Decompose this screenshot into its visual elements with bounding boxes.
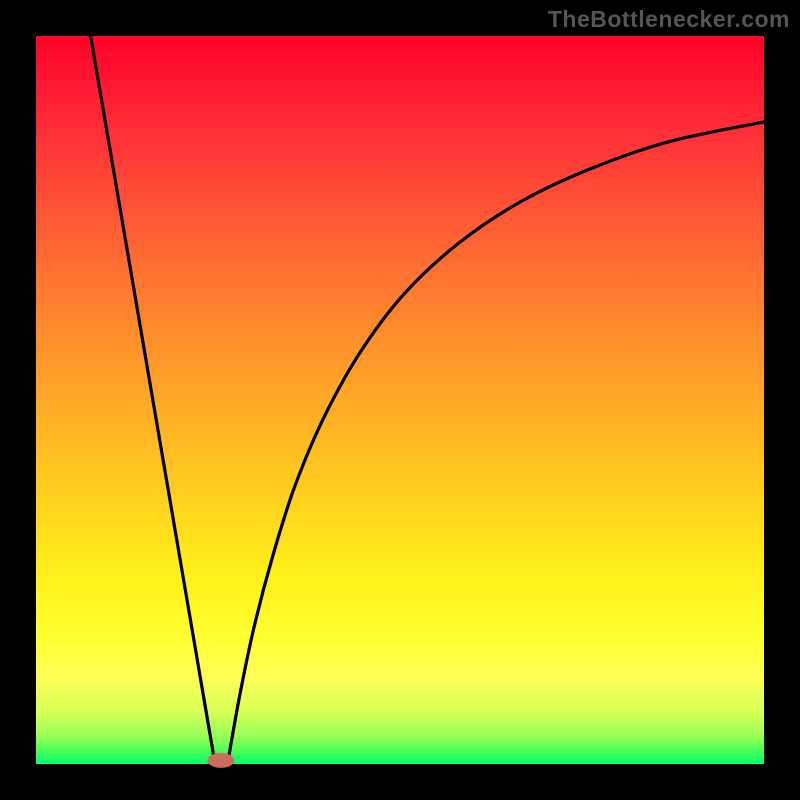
bottleneck-chart: [0, 0, 800, 800]
watermark-text: TheBottlenecker.com: [548, 6, 790, 33]
chart-container: TheBottlenecker.com: [0, 0, 800, 800]
optimum-marker: [208, 753, 234, 767]
